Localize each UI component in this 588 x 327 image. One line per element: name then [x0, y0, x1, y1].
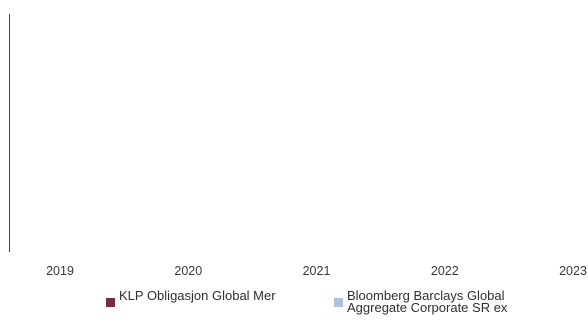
x-tick-label: 2023: [559, 264, 587, 278]
legend-label-klp: KLP Obligasjon Global Mer: [119, 288, 276, 303]
x-tick-label: 2020: [174, 264, 202, 278]
legend-item-bloomberg: Bloomberg Barclays Global Aggregate Corp…: [334, 288, 547, 315]
x-tick-label: 2022: [431, 264, 459, 278]
legend-item-klp: KLP Obligasjon Global Mer: [106, 288, 319, 307]
x-axis-ticks: 2019 2020 2021 2022 2023: [46, 264, 587, 278]
legend-swatch-klp: [106, 298, 115, 307]
x-tick-label: 2019: [46, 264, 74, 278]
legend-label-bloomberg: Bloomberg Barclays Global Aggregate Corp…: [347, 288, 508, 315]
legend: KLP Obligasjon Global Mer Bloomberg Barc…: [0, 288, 588, 320]
x-tick-label: 2021: [303, 264, 331, 278]
legend-swatch-bloomberg: [334, 298, 343, 307]
